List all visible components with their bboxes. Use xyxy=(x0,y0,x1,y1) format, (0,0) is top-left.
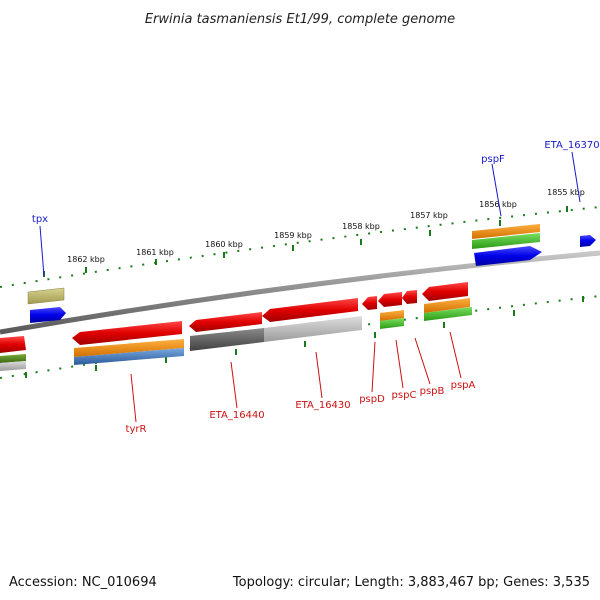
gene-ETA_16370[interactable] xyxy=(580,235,596,247)
scale-label-1855: 1855 kbp xyxy=(547,188,585,197)
gene-label-pspD[interactable]: pspD xyxy=(359,394,385,405)
scale-label-1860: 1860 kbp xyxy=(205,240,243,249)
scale-label-1856: 1856 kbp xyxy=(479,200,517,209)
scale-label-1858: 1858 kbp xyxy=(342,222,380,231)
outer-scale-ruler xyxy=(0,206,600,288)
gene-pspD[interactable] xyxy=(362,296,377,310)
gene-label-tyrR[interactable]: tyrR xyxy=(126,424,147,435)
scale-label-1859: 1859 kbp xyxy=(274,231,312,240)
gene-pspA[interactable] xyxy=(422,282,472,321)
gene-left-clipped[interactable] xyxy=(0,336,26,371)
gene-tyrR[interactable] xyxy=(72,321,184,365)
scale-label-1861: 1861 kbp xyxy=(136,248,174,257)
gene-pspB[interactable] xyxy=(402,290,417,304)
gene-ETA_16430[interactable] xyxy=(262,298,362,342)
map-title: Erwinia tasmaniensis Et1/99, complete ge… xyxy=(145,12,455,27)
scale-label-1857: 1857 kbp xyxy=(410,211,448,220)
gene-label-ETA_16440[interactable]: ETA_16440 xyxy=(209,410,264,421)
gene-label-pspB[interactable]: pspB xyxy=(420,386,445,397)
scale-labels: 1862 kbp 1861 kbp 1860 kbp 1859 kbp 1858… xyxy=(67,188,585,264)
inner-scale-ruler xyxy=(0,295,600,379)
gene-label-ETA_16430[interactable]: ETA_16430 xyxy=(295,400,350,411)
gene-label-pspA[interactable]: pspA xyxy=(451,380,476,391)
scale-label-1862: 1862 kbp xyxy=(67,255,105,264)
gene-label-tpx[interactable]: tpx xyxy=(32,214,48,225)
gene-ETA_16440[interactable] xyxy=(189,312,264,351)
genome-summary-text: Topology: circular; Length: 3,883,467 bp… xyxy=(232,575,590,590)
gene-tpx[interactable] xyxy=(27,287,66,323)
gene-label-pspC[interactable]: pspC xyxy=(392,390,417,401)
accession-text: Accession: NC_010694 xyxy=(9,575,157,590)
label-leaders xyxy=(39,151,581,423)
gene-label-pspF[interactable]: pspF xyxy=(481,154,505,165)
genome-backbone xyxy=(0,250,600,335)
gene-label-ETA_16370[interactable]: ETA_16370 xyxy=(544,140,599,151)
gene-pspF[interactable] xyxy=(472,224,542,266)
gene-pspC[interactable] xyxy=(378,292,404,329)
